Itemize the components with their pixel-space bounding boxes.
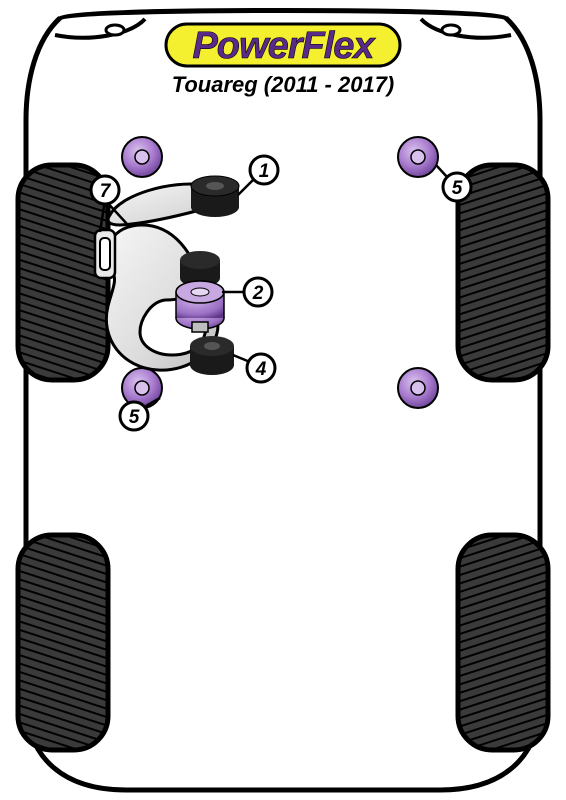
washer-left bbox=[106, 25, 124, 35]
brand-logo: PowerFlex bbox=[166, 24, 400, 67]
tire-rear-left bbox=[18, 535, 108, 750]
bush-2-assembly bbox=[176, 251, 224, 332]
callout-5-right: 5 bbox=[443, 173, 471, 201]
callout-1: 1 bbox=[250, 156, 278, 184]
svg-text:2: 2 bbox=[252, 283, 264, 304]
washer-right bbox=[442, 25, 460, 35]
bush-5-mid-right bbox=[398, 368, 438, 408]
callout-4: 4 bbox=[247, 354, 275, 382]
svg-text:5: 5 bbox=[452, 178, 463, 199]
bush-1 bbox=[191, 176, 239, 217]
svg-text:1: 1 bbox=[259, 161, 270, 182]
chassis-diagram: PowerFlex Touareg (2011 - 2017) bbox=[0, 0, 566, 800]
callout-5-left: 5 bbox=[120, 402, 148, 430]
svg-text:4: 4 bbox=[255, 359, 267, 380]
bush-4 bbox=[190, 336, 234, 375]
brand-name: PowerFlex bbox=[192, 25, 376, 67]
bush-7 bbox=[95, 230, 115, 278]
callout-7: 7 bbox=[91, 176, 119, 204]
tire-front-right bbox=[458, 165, 548, 380]
tire-rear-right bbox=[458, 535, 548, 750]
bush-5-front-right bbox=[398, 137, 438, 177]
bush-5-front-left bbox=[122, 137, 162, 177]
model-subtitle: Touareg (2011 - 2017) bbox=[172, 72, 395, 97]
callout-2: 2 bbox=[244, 278, 272, 306]
svg-text:7: 7 bbox=[100, 181, 112, 202]
svg-text:5: 5 bbox=[129, 407, 140, 428]
